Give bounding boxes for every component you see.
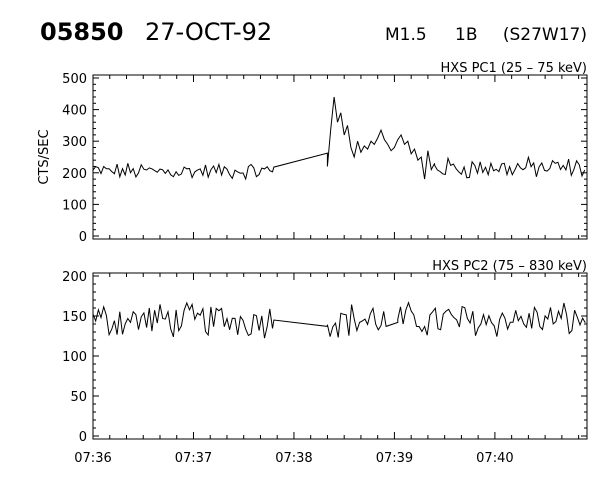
- y-tick-label: 150: [62, 310, 87, 325]
- y-tick-label: 0: [79, 230, 87, 245]
- panel-pc2: HXS PC2 (75 – 830 keV) 0 50 100 150 200 07:3…: [62, 259, 588, 466]
- y-tick-label: 100: [62, 350, 87, 365]
- x-tick-labels: 07:36 07:37 07:38 07:39 07:40: [74, 451, 513, 466]
- event-date: 27-OCT-92: [145, 18, 272, 46]
- y-tick-label: 200: [62, 270, 87, 285]
- plot-frame-pc2: [92, 272, 588, 440]
- y-tick-label: 50: [70, 390, 87, 405]
- x-tick-label: 07:39: [376, 451, 413, 466]
- y-tick-label: 200: [62, 167, 87, 182]
- series-line-pc2: [92, 301, 586, 339]
- event-id: 05850: [40, 18, 124, 46]
- y-tick-label: 400: [62, 104, 87, 119]
- x-tick-label: 07:37: [175, 451, 212, 466]
- y-tick-label: 300: [62, 135, 87, 150]
- x-tick-label: 07:38: [275, 451, 312, 466]
- axes-pc2: 0 50 100 150 200: [62, 270, 587, 445]
- panel-pc1: HXS PC1 (25 – 75 keV) 0 100 200 300 400 500 C…: [37, 61, 588, 245]
- series-pc2: [92, 301, 586, 339]
- axes-pc1: 0 100 200 300 400 500: [62, 72, 587, 245]
- plot-frame-pc1: [92, 74, 588, 240]
- x-tick-label: 07:36: [74, 451, 111, 466]
- y-axis-label-pc1: CTS/SEC: [37, 129, 52, 184]
- x-tick-label: 07:40: [476, 451, 513, 466]
- panel-title-pc2: HXS PC2 (75 – 830 keV): [432, 259, 587, 274]
- y-tick-label: 100: [62, 198, 87, 213]
- flare-location: (S27W17): [503, 25, 587, 45]
- header: 05850 27-OCT-92 M1.5 1B (S27W17): [40, 18, 587, 46]
- y-tick-label: 500: [62, 72, 87, 87]
- series-pc1: [92, 96, 586, 181]
- panel-title-pc1: HXS PC1 (25 – 75 keV): [441, 61, 587, 76]
- optical-class: 1B: [455, 25, 477, 45]
- series-line-pc1: [92, 96, 586, 181]
- y-tick-label: 0: [79, 430, 87, 445]
- goes-class: M1.5: [385, 25, 427, 45]
